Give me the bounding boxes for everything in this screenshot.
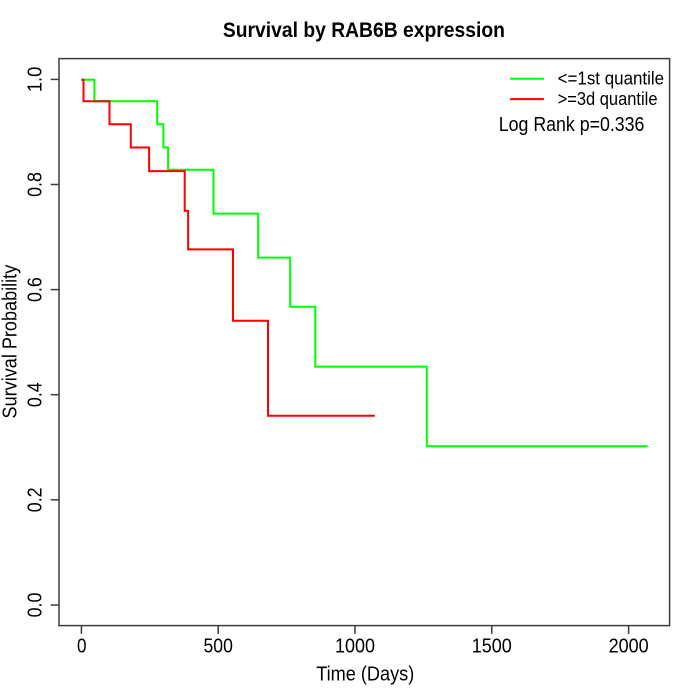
svg-text:500: 500 (204, 635, 233, 657)
svg-text:Time (Days): Time (Days) (316, 664, 414, 686)
svg-text:Survival Probability: Survival Probability (0, 265, 21, 419)
svg-text:Log Rank p=0.336: Log Rank p=0.336 (499, 114, 645, 136)
svg-text:0: 0 (77, 635, 87, 657)
svg-text:2000: 2000 (609, 635, 649, 657)
svg-text:0.2: 0.2 (25, 487, 47, 512)
svg-text:1.0: 1.0 (25, 67, 47, 93)
svg-text:Survival by RAB6B expression: Survival by RAB6B expression (223, 19, 505, 42)
svg-text:>=3d quantile: >=3d quantile (558, 89, 658, 109)
svg-text:0.4: 0.4 (25, 382, 47, 407)
svg-text:0.0: 0.0 (25, 593, 47, 618)
svg-text:1500: 1500 (472, 635, 512, 657)
svg-text:<=1st quantile: <=1st quantile (558, 69, 665, 89)
svg-text:0.8: 0.8 (25, 172, 47, 197)
svg-text:1000: 1000 (335, 635, 375, 657)
svg-text:0.6: 0.6 (25, 277, 47, 302)
